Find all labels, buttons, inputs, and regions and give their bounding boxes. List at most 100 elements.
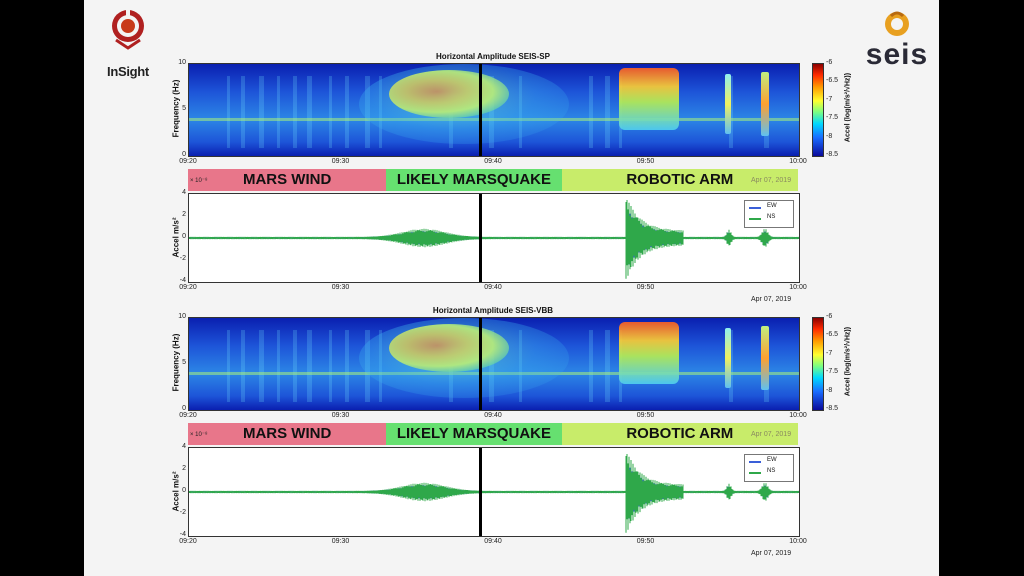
waveform-svg — [189, 454, 799, 533]
event-band-segment: ROBOTIC ARM — [561, 169, 798, 191]
legend-item-ns: NS — [749, 468, 793, 478]
y-tick-label: 5 — [182, 359, 186, 366]
y-tick-label: 0 — [182, 151, 186, 158]
spectrogram-texture-stripe — [241, 330, 245, 402]
colorbar-tick-label: -6 — [826, 59, 833, 66]
spectrogram-texture-stripe — [259, 330, 264, 402]
x-tick-label: 09:20 — [179, 158, 197, 165]
x-tick-label: 09:40 — [484, 158, 502, 165]
insight-emblem-icon — [112, 8, 144, 50]
event-marker-line — [478, 318, 482, 410]
event-band-sp: MARS WIND LIKELY MARSQUAKE ROBOTIC ARM — [188, 169, 798, 191]
spectrogram-texture-stripe — [589, 330, 593, 402]
spectrogram-marsquake-halo — [359, 318, 569, 398]
seis-logo: seis — [862, 8, 932, 74]
colorbar-tick-label: -6 — [826, 313, 833, 320]
x-tick-label: 09:40 — [484, 412, 502, 419]
colorbar-label-sp: Accel (log(m/s²/√Hz)) — [844, 72, 852, 143]
waveform-series-ns — [189, 200, 799, 279]
x-tick-label: 09:30 — [331, 284, 350, 291]
y-tick-label: 10 — [178, 313, 186, 320]
y-tick-label: 2 — [182, 211, 186, 218]
spectrogram-arm-spike-2 — [761, 72, 769, 136]
y-tick-label: 2 — [182, 465, 186, 472]
colorbar-tick-label: -8.5 — [826, 405, 839, 412]
event-marker-line — [478, 448, 482, 536]
spectrogram-texture-stripe — [307, 76, 312, 148]
spectrogram-texture-stripe — [605, 330, 610, 402]
event-band-segment: LIKELY MARSQUAKE — [386, 169, 562, 191]
x-tick-label: 09:50 — [636, 158, 655, 165]
colorbar-tick-label: -6.5 — [826, 331, 839, 339]
x-tick-label: 09:40 — [484, 284, 502, 291]
spectrogram-texture-stripe — [227, 330, 230, 402]
waveform-svg — [189, 200, 799, 279]
colorbar-vbb — [812, 317, 824, 411]
x-tick-label: 09:30 — [331, 158, 350, 165]
wave-scale-vbb: × 10⁻⁸ — [190, 432, 208, 438]
colorbar-tick-label: -7.5 — [826, 114, 839, 122]
spectrogram-texture-stripe — [277, 76, 280, 148]
colorbar-tick-label: -8 — [826, 386, 833, 394]
legend-vbb: EW NS — [744, 454, 794, 482]
y-tick-label: 5 — [182, 105, 186, 112]
y-tick-label: 4 — [182, 189, 186, 196]
waveform-sp — [188, 193, 800, 283]
x-tick-label: 09:20 — [179, 538, 197, 545]
band-date-sp: Apr 07, 2019 — [751, 177, 792, 184]
x-tick-label: 09:50 — [636, 412, 655, 419]
x-tick-label: 09:30 — [331, 538, 350, 545]
colorbar-tick-label: -6.5 — [826, 77, 839, 85]
spectrogram-texture-stripe — [605, 76, 610, 148]
spectrogram-texture-stripe — [293, 76, 297, 148]
waveform-vbb — [188, 447, 800, 537]
insight-logo-text: InSight — [107, 64, 149, 79]
spectrogram-texture-stripe — [345, 330, 349, 402]
x-tick-label: 10:00 — [789, 412, 807, 419]
y-tick-label: -2 — [179, 255, 186, 262]
spectrogram-arm-spike-1 — [725, 328, 731, 388]
event-marker-line — [478, 64, 482, 156]
colorbar-tick-label: -8.5 — [826, 151, 839, 158]
colorbar-tick-label: -8 — [826, 132, 833, 140]
event-band-vbb: MARS WIND LIKELY MARSQUAKE ROBOTIC ARM — [188, 423, 798, 445]
spectrogram-title-sp: Horizontal Amplitude SEIS-SP — [436, 52, 550, 61]
event-band-segment: ROBOTIC ARM — [561, 423, 798, 445]
spectrogram-arm-energy — [619, 68, 679, 130]
wave-scale-sp: × 10⁻⁸ — [190, 178, 208, 184]
band-date-vbb: Apr 07, 2019 — [751, 431, 792, 438]
colorbar-tick-label: -7 — [826, 349, 833, 357]
event-marker-line — [478, 194, 482, 282]
y-tick-label: 10 — [178, 59, 186, 66]
spectrogram-texture-stripe — [729, 330, 733, 402]
colorbar-label-vbb: Accel (log(m/s²/√Hz)) — [844, 326, 852, 397]
colorbar-tick-label: -7.5 — [826, 368, 839, 376]
legend-item-ew: EW — [749, 203, 793, 213]
legend-item-ew: EW — [749, 457, 793, 467]
spectrogram-texture-stripe — [329, 330, 332, 402]
x-tick-label: 10:00 — [789, 284, 807, 291]
seis-logo-text: seis — [865, 38, 929, 71]
x-tick-label: 09:30 — [331, 412, 350, 419]
x-tick-label: 10:00 — [789, 158, 807, 165]
spectrogram-texture-stripe — [307, 330, 312, 402]
spectrogram-texture-stripe — [729, 76, 733, 148]
spectrogram-texture-stripe — [241, 76, 245, 148]
spectrogram-sp — [188, 63, 800, 157]
y-tick-label: -4 — [179, 277, 186, 284]
x-tick-label: 09:20 — [179, 284, 197, 291]
spectrogram-arm-spike-1 — [725, 74, 731, 134]
spectrogram-marsquake-halo — [359, 64, 569, 144]
x-tick-label: 09:20 — [179, 412, 197, 419]
x-tick-label: 10:00 — [789, 538, 807, 545]
y-tick-label: 0 — [182, 487, 186, 494]
x-tick-label: 09:50 — [636, 284, 655, 291]
y-tick-label: -2 — [179, 509, 186, 516]
event-band-segment: MARS WIND — [188, 423, 387, 445]
x-tick-label: 09:40 — [484, 538, 502, 545]
event-band-segment: LIKELY MARSQUAKE — [386, 423, 562, 445]
spectrogram-texture-stripe — [227, 76, 230, 148]
date-label-sp: Apr 07, 2019 — [751, 296, 792, 303]
spectrogram-arm-spike-2 — [761, 326, 769, 390]
spectrogram-texture-stripe — [345, 76, 349, 148]
